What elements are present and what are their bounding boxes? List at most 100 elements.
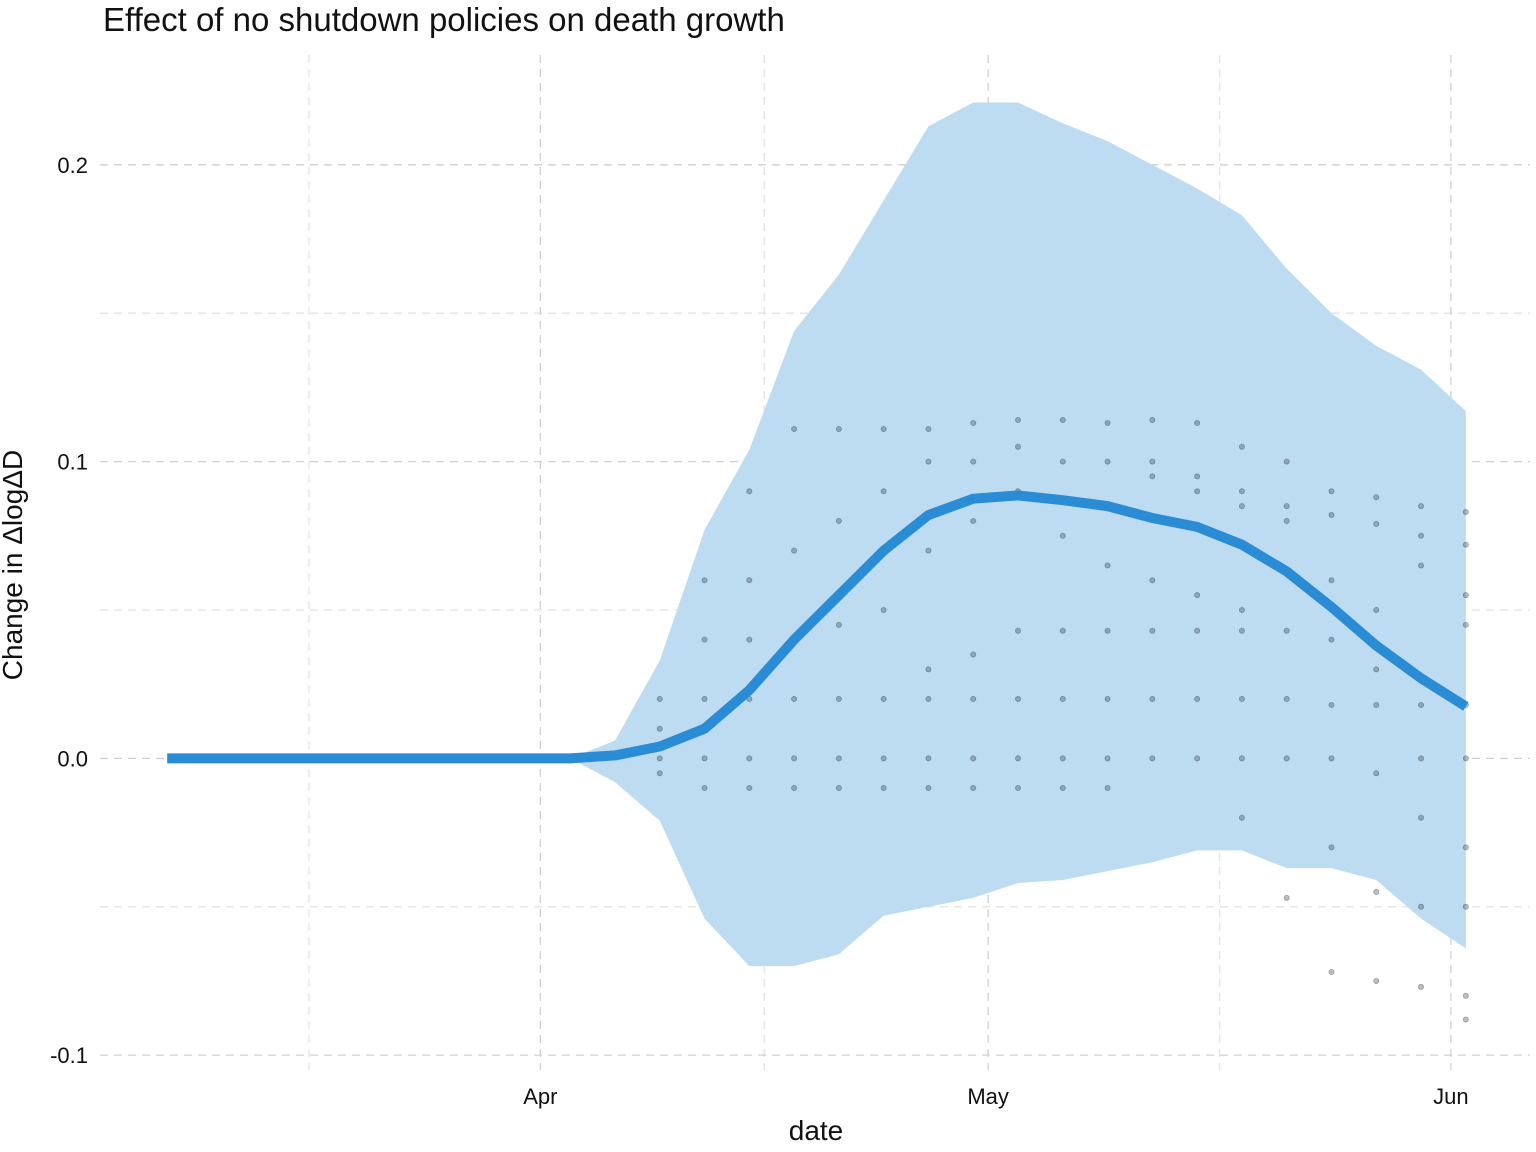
data-point (791, 755, 798, 762)
y-tick-label: 0.0 (57, 746, 88, 771)
data-point (925, 755, 932, 762)
data-point (791, 696, 798, 703)
data-point (1462, 992, 1469, 999)
chart-title: Effect of no shutdown policies on death … (103, 1, 785, 38)
data-point (1238, 488, 1245, 495)
x-tick-label: May (967, 1084, 1009, 1109)
data-point (791, 785, 798, 792)
data-point (1194, 627, 1201, 634)
data-point (1149, 458, 1156, 465)
line (167, 490, 1469, 764)
x-axis-label: date (789, 1115, 844, 1146)
data-point (1283, 696, 1290, 703)
data-point (835, 696, 842, 703)
data-point (1418, 562, 1425, 569)
data-point (746, 636, 753, 643)
data-point (925, 458, 932, 465)
data-point (1149, 473, 1156, 480)
data-point (970, 517, 977, 524)
data-point (746, 755, 753, 762)
data-point (1418, 503, 1425, 510)
data-point (1373, 888, 1380, 895)
y-tick-label: 0.1 (57, 450, 88, 475)
data-point (1015, 755, 1022, 762)
y-tick-label: 0.2 (57, 153, 88, 178)
data-point (656, 696, 663, 703)
data-point (1462, 903, 1469, 910)
data-point (1149, 417, 1156, 424)
data-point (1059, 532, 1066, 539)
data-point (701, 755, 708, 762)
data-point (880, 755, 887, 762)
data-point (1328, 512, 1335, 519)
data-point (1418, 755, 1425, 762)
data-point (1373, 666, 1380, 673)
data-point (880, 488, 887, 495)
x-tick-label: Jun (1433, 1084, 1468, 1109)
data-point (1059, 785, 1066, 792)
data-point (970, 420, 977, 427)
data-point (1462, 509, 1469, 516)
data-point (835, 621, 842, 628)
data-point (1015, 443, 1022, 450)
data-point (1104, 458, 1111, 465)
data-point (1283, 517, 1290, 524)
data-point (1462, 844, 1469, 851)
data-point (970, 458, 977, 465)
data-point (1328, 844, 1335, 851)
data-point (1194, 473, 1201, 480)
data-point (746, 577, 753, 584)
data-point (880, 425, 887, 432)
data-point (746, 488, 753, 495)
data-point (1015, 417, 1022, 424)
data-point (1149, 696, 1156, 703)
data-point (970, 755, 977, 762)
data-point (1462, 755, 1469, 762)
y-tick-label: -0.1 (50, 1043, 88, 1068)
data-point (701, 696, 708, 703)
data-point (791, 425, 798, 432)
data-point (1149, 755, 1156, 762)
data-point (1418, 903, 1425, 910)
data-point (1104, 785, 1111, 792)
data-point (835, 517, 842, 524)
data-point (701, 785, 708, 792)
data-point (1059, 627, 1066, 634)
data-point (1283, 458, 1290, 465)
data-point (1328, 969, 1335, 976)
data-point (1418, 814, 1425, 821)
data-point (1238, 627, 1245, 634)
data-point (1373, 701, 1380, 708)
data-point (970, 651, 977, 658)
data-point (1194, 488, 1201, 495)
data-point (656, 725, 663, 732)
data-point (1104, 755, 1111, 762)
data-point (1283, 894, 1290, 901)
data-point (1059, 417, 1066, 424)
data-point (1238, 755, 1245, 762)
data-point (746, 785, 753, 792)
data-point (1418, 532, 1425, 539)
data-point (1283, 627, 1290, 634)
data-point (1104, 627, 1111, 634)
data-point (925, 547, 932, 554)
data-point (1328, 755, 1335, 762)
data-point (1015, 696, 1022, 703)
data-point (1462, 592, 1469, 599)
data-point (1373, 770, 1380, 777)
data-point (1418, 983, 1425, 990)
data-point (1328, 636, 1335, 643)
data-point (1283, 503, 1290, 510)
data-point (791, 547, 798, 554)
data-point (1059, 458, 1066, 465)
data-point (880, 606, 887, 613)
data-point (1149, 627, 1156, 634)
data-point (1462, 621, 1469, 628)
data-point (1283, 755, 1290, 762)
data-point (1194, 755, 1201, 762)
data-point (925, 696, 932, 703)
data-point (835, 755, 842, 762)
data-point (1015, 785, 1022, 792)
confidence-band (167, 102, 1466, 967)
